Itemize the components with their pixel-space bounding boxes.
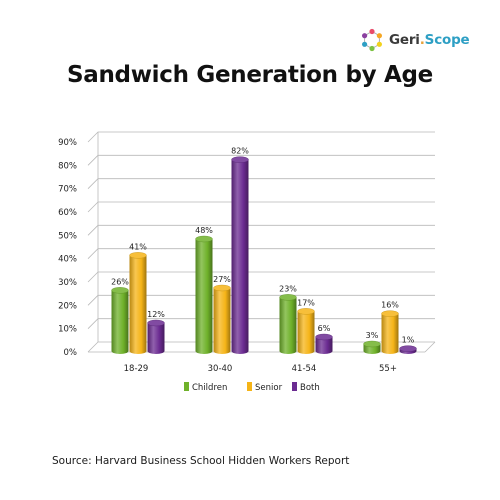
- legend-swatch: [247, 382, 252, 391]
- gridline: [87, 224, 435, 236]
- bar-chart: 0% 10% 20% 30% 40% 50% 60% 70% 80% 90% 26% 48% 23% 3…: [58, 131, 436, 393]
- data-label: 41%: [129, 242, 147, 251]
- x-tick-label: 18-29: [124, 364, 149, 374]
- y-tick-label: 30%: [58, 278, 77, 288]
- chart-legend: Children Senior Both: [184, 382, 320, 393]
- y-tick-label: 80%: [58, 161, 77, 171]
- y-tick-label: 50%: [58, 231, 77, 241]
- bar: [129, 252, 147, 354]
- bar: [231, 156, 249, 354]
- brand-name-prefix: Geri: [389, 32, 420, 48]
- legend-label: Senior: [255, 383, 283, 393]
- legend-swatch: [184, 382, 189, 391]
- y-tick-label: 10%: [58, 325, 77, 335]
- data-label: 27%: [213, 275, 231, 284]
- data-label: 12%: [147, 310, 165, 319]
- molecule-ring-icon: [362, 28, 382, 52]
- brand-name-dot: .: [419, 32, 425, 48]
- chart-bars: [111, 156, 417, 354]
- legend-label: Children: [192, 383, 227, 393]
- data-label: 1%: [402, 336, 415, 345]
- gridline: [87, 131, 435, 143]
- brand-name: Geri.Scope: [389, 32, 470, 48]
- bar: [147, 319, 165, 354]
- legend-item: Both: [292, 382, 320, 393]
- bar: [297, 308, 315, 354]
- brand-name-suffix: Scope: [424, 32, 470, 48]
- y-tick-label: 60%: [58, 208, 77, 218]
- data-label: 16%: [381, 301, 399, 310]
- bar: [363, 340, 381, 354]
- y-tick-label: 0%: [64, 348, 78, 358]
- data-label: 82%: [231, 147, 249, 156]
- y-tick-label: 40%: [58, 255, 77, 265]
- floor-edge: [424, 341, 436, 353]
- bar: [279, 294, 297, 354]
- legend-swatch: [292, 382, 297, 391]
- data-label: 17%: [297, 298, 315, 307]
- x-tick-label: 55+: [379, 364, 397, 374]
- bar: [213, 284, 231, 354]
- legend-item: Senior: [247, 382, 283, 393]
- bar: [195, 235, 213, 354]
- bar: [315, 333, 333, 354]
- y-tick-label: 70%: [58, 185, 77, 195]
- chart-title: Sandwich Generation by Age: [67, 62, 433, 88]
- data-label: 23%: [279, 284, 297, 293]
- bar: [111, 287, 129, 354]
- x-axis-ticks: 18-29 30-40 41-54 55+: [124, 364, 397, 374]
- data-label: 6%: [318, 324, 331, 333]
- gridline: [87, 154, 435, 166]
- brand-logo: Geri.Scope: [360, 25, 470, 55]
- y-tick-label: 20%: [58, 301, 77, 311]
- legend-label: Both: [300, 383, 320, 393]
- y-tick-label: 90%: [58, 138, 77, 148]
- bar: [381, 310, 399, 354]
- legend-item: Children: [184, 382, 227, 393]
- data-label: 3%: [366, 331, 379, 340]
- source-note: Source: Harvard Business School Hidden W…: [52, 455, 350, 467]
- gridline: [87, 201, 435, 213]
- bar: [399, 345, 417, 354]
- data-label: 26%: [111, 277, 129, 286]
- data-label: 48%: [195, 226, 213, 235]
- gridline: [87, 178, 435, 189]
- x-tick-label: 41-54: [292, 364, 317, 374]
- y-axis-ticks: 0% 10% 20% 30% 40% 50% 60% 70% 80% 90%: [58, 138, 77, 358]
- chart-grid: [87, 131, 436, 353]
- data-labels: 26% 48% 23% 3% 41% 27% 17% 16% 12% 82% 6% 1%: [111, 147, 415, 345]
- x-tick-label: 30-40: [208, 364, 233, 374]
